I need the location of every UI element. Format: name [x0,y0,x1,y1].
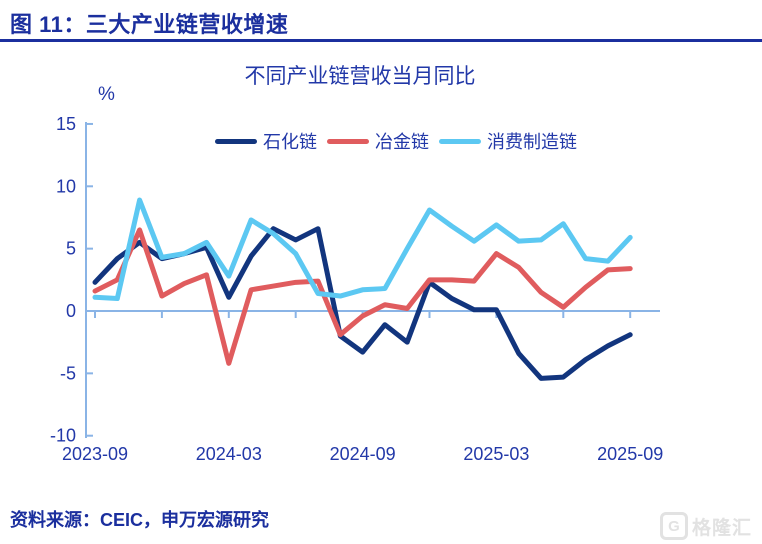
x-tick-label: 2025-03 [463,444,529,464]
legend-swatch [439,138,481,144]
source-note: 资料来源：CEIC，申万宏源研究 [10,510,270,530]
x-tick-label: 2024-03 [196,444,262,464]
legend-label: 石化链 [263,132,317,152]
legend-label: 冶金链 [375,132,429,152]
y-tick-label: -10 [50,426,76,446]
chart-legend: 石化链 冶金链 消费制造链 [100,128,692,154]
y-tick-label: -5 [60,363,76,383]
y-tick-label: 5 [66,239,76,259]
y-axis-unit-label: % [98,84,115,105]
legend-item-0: 石化链 [215,128,317,154]
legend-item-2: 消费制造链 [439,128,577,154]
series-line-0 [92,226,633,381]
watermark-logo: G 格隆汇 [659,512,752,540]
title-underline [0,39,762,42]
y-tick-label: 10 [56,176,76,196]
chart-title: 不同产业链营收当月同比 [244,65,476,88]
y-tick-label: 15 [56,114,76,134]
series-line-2 [92,197,633,302]
legend-item-1: 冶金链 [327,128,429,154]
legend-label: 消费制造链 [487,132,577,152]
legend-swatch [327,138,369,144]
watermark-g-icon: G [659,512,688,540]
y-tick-label: 0 [66,301,76,321]
x-tick-label: 2025-09 [597,444,663,464]
x-tick-label: 2023-09 [62,444,128,464]
x-tick-label: 2024-09 [330,444,396,464]
legend-swatch [215,138,257,144]
series-line-1 [92,227,633,366]
figure-title: 图 11：三大产业链营收增速 [10,12,289,37]
